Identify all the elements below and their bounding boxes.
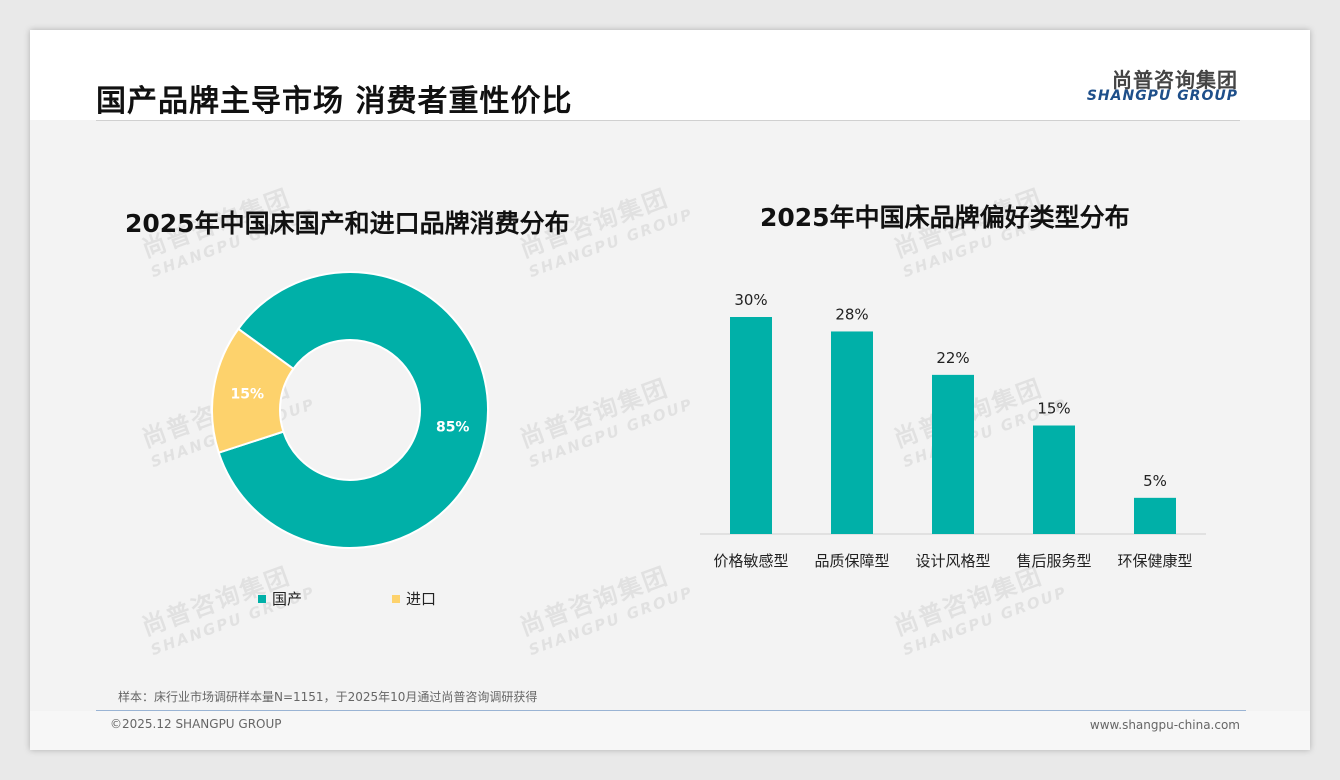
x-tick-label: 售后服务型	[1016, 552, 1091, 570]
bar-chart-title: 2025年中国床品牌偏好类型分布	[760, 203, 1130, 232]
legend-swatch-imported	[392, 594, 400, 603]
copyright-text: ©2025.12 SHANGPU GROUP	[110, 717, 282, 731]
donut-chart-title: 2025年中国床国产和进口品牌消费分布	[125, 209, 570, 238]
bar	[1134, 497, 1176, 534]
website-text: www.shangpu-china.com	[1089, 718, 1240, 732]
legend-swatch-domestic	[258, 594, 266, 603]
bar-data-label: 30%	[734, 291, 767, 309]
bar	[1033, 425, 1075, 534]
footer-divider	[96, 710, 1246, 711]
x-tick-label: 设计风格型	[915, 552, 990, 570]
donut-data-label: 85%	[436, 419, 470, 435]
logo-en: SHANGPU GROUP	[1086, 88, 1238, 104]
bar	[831, 331, 873, 534]
header-divider	[96, 120, 1240, 121]
header-band	[30, 30, 1310, 120]
sample-footnote: 样本：床行业市场调研样本量N=1151，于2025年10月通过尚普咨询调研获得	[118, 690, 538, 704]
donut-slice	[217, 271, 489, 549]
bar-data-label: 5%	[1143, 472, 1167, 490]
x-tick-label: 价格敏感型	[713, 552, 788, 570]
donut-slice	[211, 327, 295, 454]
legend-label-domestic: 国产	[272, 590, 303, 608]
footer-band	[30, 711, 1310, 750]
page-title: 国产品牌主导市场 消费者重性价比	[96, 84, 573, 119]
legend-label-imported: 进口	[406, 590, 437, 608]
x-tick-label: 环保健康型	[1117, 552, 1192, 570]
bar-data-label: 15%	[1037, 400, 1070, 418]
logo-cn: 尚普咨询集团	[1112, 68, 1238, 92]
slide: 国产品牌主导市场 消费者重性价比 尚普咨询集团 SHANGPU GROUP 尚普…	[30, 30, 1310, 750]
legend-item-imported: 进口	[392, 588, 436, 609]
x-tick-label: 品质保障型	[814, 552, 889, 570]
donut-data-label: 15%	[231, 387, 265, 403]
bar	[932, 374, 974, 534]
bar-data-label: 22%	[936, 349, 969, 367]
bar	[730, 317, 772, 534]
legend-item-domestic: 国产	[258, 588, 302, 609]
chart-canvas: 85% 15% 30% 价格敏感型 28% 品质保障型 22% 设计风格型 15% 售后服务型 5%…	[211, 271, 1206, 570]
bar-data-label: 28%	[835, 305, 868, 323]
